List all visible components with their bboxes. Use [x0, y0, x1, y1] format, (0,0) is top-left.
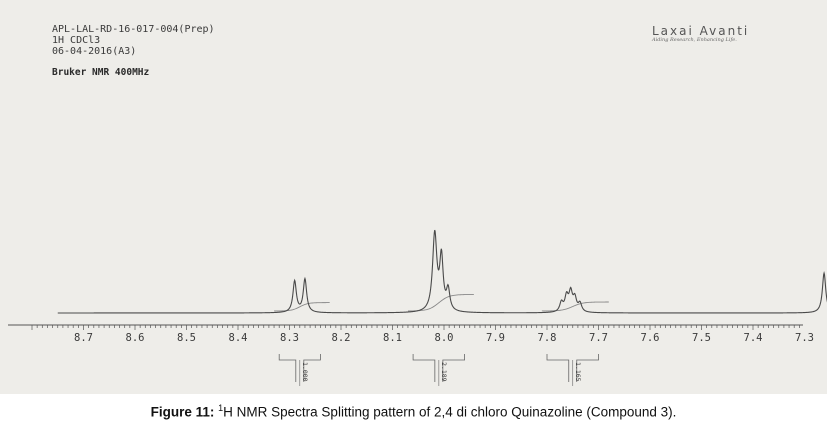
- integration-value: 1.000: [301, 362, 309, 382]
- integration-bracket: 2.189: [412, 354, 465, 386]
- x-tick-label: 7.9: [486, 332, 505, 344]
- x-axis-ticks: [31, 325, 800, 330]
- x-tick-label: 8.2: [332, 332, 351, 344]
- x-tick-label: 7.6: [641, 332, 660, 344]
- x-tick-label: 8.1: [383, 332, 402, 344]
- x-tick-label: 7.5: [692, 332, 711, 344]
- x-tick-label: 7.8: [538, 332, 557, 344]
- logo-name: Laxai Avanti: [652, 24, 750, 38]
- figure-caption: Figure 11: 1H NMR Spectra Splitting patt…: [0, 403, 827, 420]
- instrument-label: Bruker NMR 400MHz: [52, 67, 150, 78]
- sample-id: APL-LAL-RD-16-017-004(Prep): [52, 24, 215, 35]
- x-tick-label: 7.4: [744, 332, 763, 344]
- caption-text: H NMR Spectra Splitting pattern of 2,4 d…: [223, 404, 677, 420]
- x-tick-label: 7.3: [795, 332, 814, 344]
- x-tick-label: 8.5: [177, 332, 196, 344]
- x-tick-label: 8.7: [74, 332, 93, 344]
- run-date: 06-04-2016(A3): [52, 46, 137, 57]
- x-tick-label: 8.0: [435, 332, 454, 344]
- nmr-spectrum-chart: 8.7 8.6 8.5 8.4 8.3 8.2 8.1 8.0 7.9 7.8 7.7 7.6 7.5 7…: [8, 229, 827, 386]
- x-tick-label: 7.7: [589, 332, 608, 344]
- integral-curve: [407, 294, 474, 312]
- integral-curve: [541, 301, 609, 312]
- spectrum-trace: [57, 229, 827, 314]
- solvent: 1H CDCl3: [52, 35, 101, 46]
- caption-superscript: 1: [218, 403, 224, 413]
- x-tick-label: 8.4: [229, 332, 248, 344]
- spectrum-scan: APL-LAL-RD-16-017-004(Prep) 1H CDCl3 06-…: [0, 0, 827, 394]
- x-axis-tick-labels: 8.7 8.6 8.5 8.4 8.3 8.2 8.1 8.0 7.9 7.8 7.7 7.6 7.5 7…: [74, 332, 814, 344]
- sample-info: APL-LAL-RD-16-017-004(Prep) 1H CDCl3 06-…: [52, 24, 215, 57]
- caption-label: Figure 11:: [150, 404, 215, 420]
- company-logo: Laxai Avanti Aiding Research, Enhancing …: [652, 24, 782, 46]
- integral-curve: [274, 302, 330, 312]
- integration-value: 1.165: [574, 362, 582, 382]
- integration-bracket: 1.165: [546, 354, 599, 386]
- integration-value: 2.189: [440, 362, 448, 382]
- integration-bracket: 1.000: [278, 354, 321, 386]
- x-tick-label: 8.3: [280, 332, 299, 344]
- logo-tagline: Aiding Research, Enhancing Life.: [652, 37, 737, 43]
- integration-brackets: 1.000 2.189 1.165: [278, 354, 599, 386]
- x-tick-label: 8.6: [126, 332, 145, 344]
